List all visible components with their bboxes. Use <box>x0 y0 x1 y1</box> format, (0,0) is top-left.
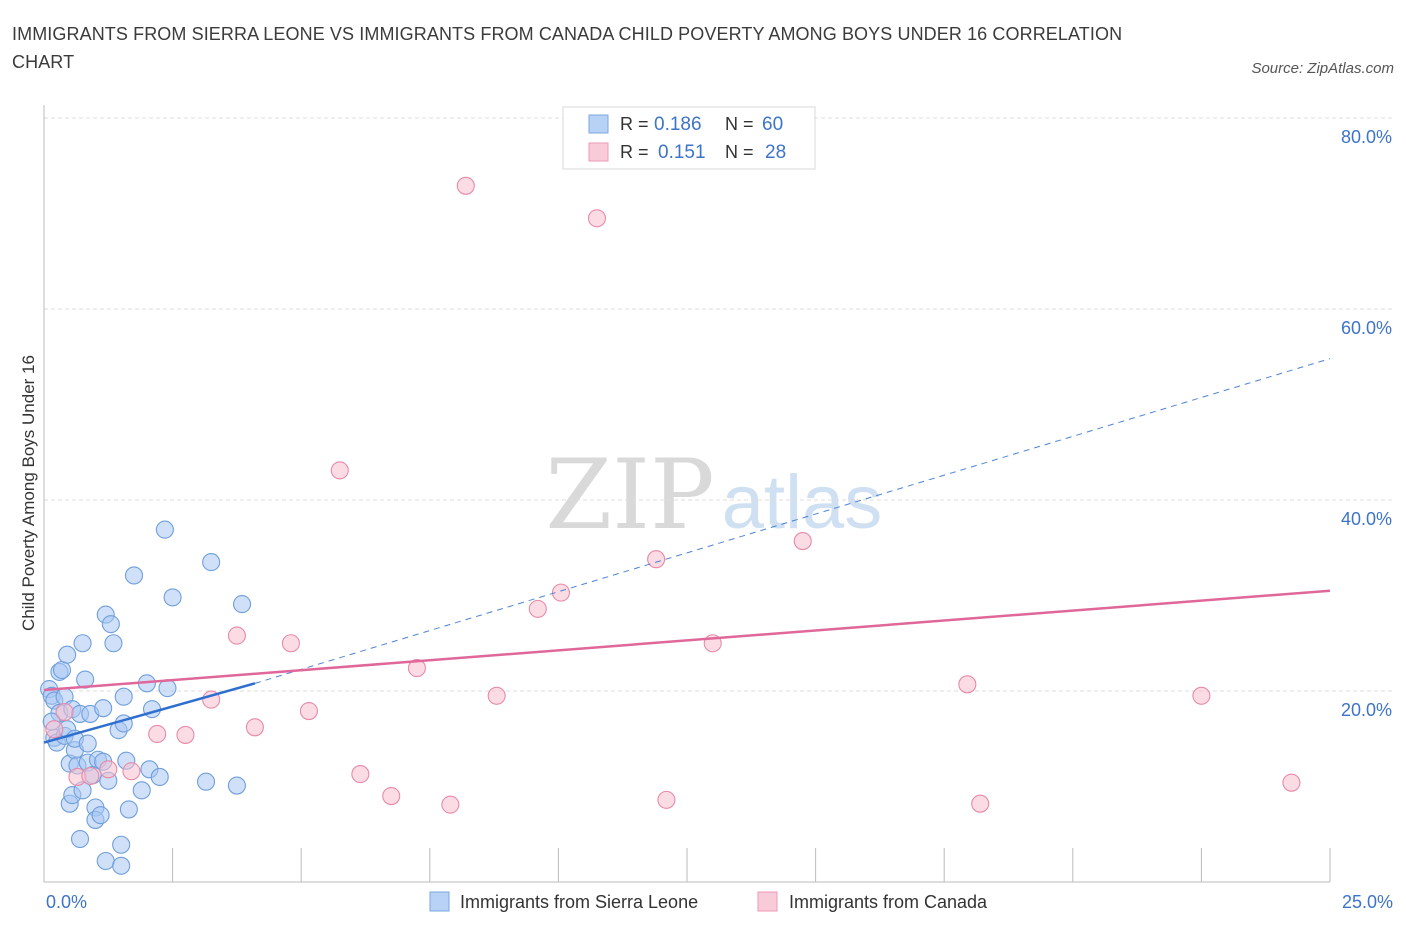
point-canada <box>487 686 506 705</box>
legend-r-value-1: 0.186 <box>654 114 702 135</box>
point-sierra-leone <box>96 851 115 871</box>
point-sierra-leone <box>112 835 131 854</box>
point-canada <box>1192 686 1211 705</box>
point-canada <box>551 583 571 602</box>
point-canada <box>299 702 318 721</box>
legend-r-label-2: R = <box>620 142 649 162</box>
point-sierra-leone <box>232 595 252 614</box>
x-tick-label-min: 0.0% <box>46 892 87 912</box>
series-legend-swatch-sierra-leone <box>429 891 450 912</box>
point-canada <box>528 599 547 618</box>
point-canada <box>351 765 370 784</box>
point-sierra-leone <box>132 781 151 800</box>
point-sierra-leone <box>163 588 182 607</box>
point-canada <box>176 725 195 744</box>
watermark-zip: ZIP <box>545 439 714 551</box>
source-credit: Source: ZipAtlas.com <box>1251 60 1394 77</box>
watermark: ZIP atlas <box>545 439 882 551</box>
point-canada <box>245 718 264 737</box>
point-sierra-leone <box>101 615 120 634</box>
legend-swatch-sierra-leone <box>588 114 609 134</box>
point-canada <box>971 794 990 813</box>
point-canada <box>99 760 118 779</box>
legend-n-label-1: N = <box>725 114 754 134</box>
point-canada <box>657 790 676 809</box>
series-legend: Immigrants from Sierra Leone Immigrants … <box>429 891 988 912</box>
axes: 20.0% 40.0% 60.0% 80.0% 0.0% 25.0% <box>43 105 1393 912</box>
point-sierra-leone <box>227 776 246 795</box>
legend-r-value-2: 0.151 <box>658 142 706 163</box>
point-sierra-leone <box>119 800 138 819</box>
legend: R = 0.186 N = 60 R = 0.151 N = 28 <box>562 106 816 170</box>
point-canada <box>227 626 246 645</box>
point-canada <box>407 659 426 678</box>
y-axis-label: Child Poverty Among Boys Under 16 <box>19 355 38 631</box>
point-sierra-leone <box>52 660 72 680</box>
point-sierra-leone <box>112 856 131 875</box>
point-canada <box>587 209 607 228</box>
series-legend-swatch-canada <box>757 891 778 912</box>
point-canada <box>382 786 401 806</box>
point-canada <box>441 795 460 814</box>
point-canada <box>281 634 300 653</box>
trend-line-sierra-leone-extension <box>254 358 1331 684</box>
trend-lines <box>43 358 1331 744</box>
point-canada <box>55 702 74 722</box>
chart-title: IMMIGRANTS FROM SIERRA LEONE VS IMMIGRAN… <box>12 24 1123 72</box>
series-legend-label-canada: Immigrants from Canada <box>789 892 988 912</box>
point-canada <box>456 176 475 195</box>
point-sierra-leone <box>150 767 169 787</box>
point-sierra-leone <box>58 645 77 664</box>
point-canada <box>148 724 167 744</box>
y-tick-label: 60.0% <box>1341 318 1392 338</box>
point-sierra-leone <box>104 634 123 653</box>
point-canada <box>45 720 64 739</box>
point-sierra-leone <box>78 734 97 753</box>
data-points <box>40 176 1301 875</box>
watermark-atlas: atlas <box>722 460 883 545</box>
trend-line-canada <box>43 589 1331 692</box>
point-canada <box>81 766 100 786</box>
point-canada <box>122 762 141 781</box>
point-canada <box>330 461 349 480</box>
legend-n-value-1: 60 <box>762 114 783 135</box>
point-sierra-leone <box>114 687 133 706</box>
point-canada <box>647 550 666 569</box>
point-sierra-leone <box>124 566 144 585</box>
point-sierra-leone <box>155 520 174 539</box>
trend-line-sierra-leone <box>43 682 256 744</box>
series-legend-label-sierra-leone: Immigrants from Sierra Leone <box>460 892 698 912</box>
point-canada <box>793 532 812 551</box>
y-tick-label: 40.0% <box>1341 509 1392 529</box>
point-canada <box>1282 773 1301 792</box>
point-sierra-leone <box>91 806 110 825</box>
point-sierra-leone <box>94 699 113 718</box>
legend-n-value-2: 28 <box>765 142 786 163</box>
point-sierra-leone <box>73 634 92 653</box>
legend-n-label-2: N = <box>725 142 754 162</box>
point-sierra-leone <box>202 553 221 572</box>
legend-r-label-1: R = <box>620 114 649 134</box>
x-tick-label-max: 25.0% <box>1342 892 1393 912</box>
point-canada <box>958 675 977 694</box>
y-tick-label: 20.0% <box>1341 700 1392 720</box>
y-tick-label: 80.0% <box>1341 127 1392 147</box>
legend-swatch-canada <box>588 142 609 162</box>
point-sierra-leone <box>70 829 90 849</box>
point-sierra-leone <box>196 772 216 791</box>
